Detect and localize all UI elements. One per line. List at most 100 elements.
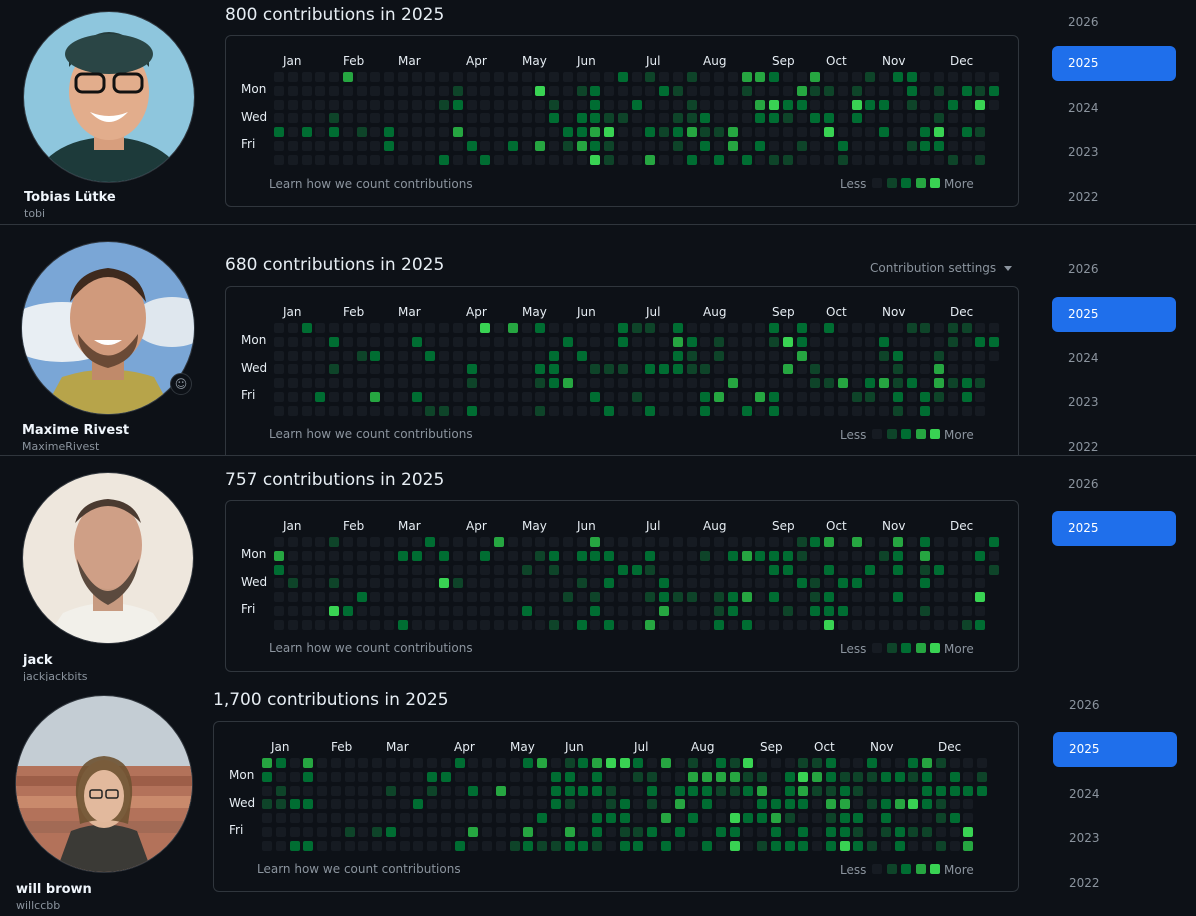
- contribution-day[interactable]: [358, 826, 369, 837]
- contribution-day[interactable]: [837, 127, 848, 137]
- contribution-day[interactable]: [397, 605, 408, 616]
- contribution-day[interactable]: [906, 578, 917, 589]
- contribution-day[interactable]: [757, 826, 767, 837]
- contribution-day[interactable]: [507, 113, 518, 124]
- contribution-day[interactable]: [782, 391, 793, 402]
- contribution-day[interactable]: [837, 336, 848, 347]
- contribution-day[interactable]: [482, 771, 492, 782]
- contribution-day[interactable]: [755, 378, 766, 388]
- contribution-day[interactable]: [466, 550, 477, 561]
- contribution-day[interactable]: [769, 99, 779, 110]
- contribution-day[interactable]: [439, 85, 449, 96]
- contribution-day[interactable]: [741, 72, 752, 82]
- contribution-day[interactable]: [865, 154, 876, 165]
- contribution-day[interactable]: [660, 771, 671, 782]
- contribution-day[interactable]: [521, 592, 532, 602]
- contribution-day[interactable]: [975, 323, 986, 333]
- contribution-day[interactable]: [796, 85, 807, 96]
- contribution-day[interactable]: [769, 72, 779, 82]
- contribution-day[interactable]: [274, 364, 284, 375]
- contribution-day[interactable]: [523, 813, 534, 823]
- contribution-day[interactable]: [549, 605, 559, 616]
- contribution-day[interactable]: [617, 113, 628, 124]
- contribution-day[interactable]: [384, 537, 394, 547]
- contribution-day[interactable]: [262, 840, 272, 851]
- contribution-day[interactable]: [755, 85, 766, 96]
- contribution-day[interactable]: [880, 799, 891, 810]
- contribution-day[interactable]: [549, 140, 559, 151]
- contribution-day[interactable]: [507, 564, 518, 575]
- contribution-day[interactable]: [439, 140, 449, 151]
- contribution-day[interactable]: [659, 364, 669, 375]
- contribution-day[interactable]: [714, 537, 724, 547]
- contribution-day[interactable]: [439, 592, 449, 602]
- contribution-day[interactable]: [452, 154, 463, 165]
- contribution-day[interactable]: [411, 154, 422, 165]
- contribution-day[interactable]: [482, 840, 492, 851]
- contribution-day[interactable]: [576, 391, 587, 402]
- contribution-day[interactable]: [564, 785, 575, 796]
- contribution-day[interactable]: [262, 826, 272, 837]
- contribution-day[interactable]: [303, 813, 314, 823]
- contribution-day[interactable]: [741, 99, 752, 110]
- contribution-day[interactable]: [782, 378, 793, 388]
- contribution-day[interactable]: [824, 323, 834, 333]
- contribution-day[interactable]: [755, 619, 766, 630]
- contribution-day[interactable]: [480, 154, 491, 165]
- contribution-day[interactable]: [934, 85, 944, 96]
- contribution-day[interactable]: [397, 72, 408, 82]
- contribution-day[interactable]: [755, 550, 766, 561]
- contribution-day[interactable]: [659, 154, 669, 165]
- contribution-day[interactable]: [370, 127, 381, 137]
- contribution-day[interactable]: [961, 127, 972, 137]
- contribution-day[interactable]: [494, 127, 504, 137]
- contribution-day[interactable]: [576, 405, 587, 416]
- contribution-day[interactable]: [961, 378, 972, 388]
- contribution-day[interactable]: [796, 578, 807, 589]
- contribution-day[interactable]: [961, 350, 972, 361]
- contribution-day[interactable]: [755, 350, 766, 361]
- contribution-day[interactable]: [688, 826, 699, 837]
- contribution-day[interactable]: [920, 99, 931, 110]
- contribution-day[interactable]: [659, 619, 669, 630]
- contribution-day[interactable]: [480, 364, 491, 375]
- contribution-day[interactable]: [578, 826, 589, 837]
- contribution-day[interactable]: [617, 605, 628, 616]
- year-button[interactable]: 2022: [1068, 440, 1099, 454]
- contribution-day[interactable]: [975, 378, 986, 388]
- contribution-day[interactable]: [411, 605, 422, 616]
- contribution-day[interactable]: [315, 550, 326, 561]
- contribution-day[interactable]: [672, 605, 683, 616]
- contribution-day[interactable]: [906, 405, 917, 416]
- contribution-day[interactable]: [466, 154, 477, 165]
- contribution-day[interactable]: [329, 113, 339, 124]
- year-button[interactable]: 2026: [1068, 15, 1099, 29]
- avatar[interactable]: [24, 12, 194, 182]
- contribution-day[interactable]: [906, 350, 917, 361]
- contribution-day[interactable]: [892, 605, 903, 616]
- contribution-day[interactable]: [605, 813, 616, 823]
- contribution-day[interactable]: [329, 127, 339, 137]
- contribution-day[interactable]: [342, 140, 353, 151]
- contribution-day[interactable]: [452, 578, 463, 589]
- contribution-day[interactable]: [645, 364, 656, 375]
- contribution-day[interactable]: [439, 323, 449, 333]
- contribution-day[interactable]: [425, 605, 436, 616]
- contribution-day[interactable]: [837, 405, 848, 416]
- contribution-day[interactable]: [714, 578, 724, 589]
- contribution-day[interactable]: [576, 378, 587, 388]
- contribution-day[interactable]: [576, 154, 587, 165]
- contribution-day[interactable]: [810, 154, 821, 165]
- contribution-day[interactable]: [549, 619, 559, 630]
- contribution-day[interactable]: [452, 140, 463, 151]
- contribution-day[interactable]: [440, 799, 451, 810]
- contribution-day[interactable]: [672, 391, 683, 402]
- contribution-day[interactable]: [427, 799, 437, 810]
- contribution-day[interactable]: [329, 564, 339, 575]
- contribution-day[interactable]: [851, 140, 862, 151]
- contribution-day[interactable]: [466, 323, 477, 333]
- contribution-day[interactable]: [578, 840, 589, 851]
- contribution-day[interactable]: [384, 127, 394, 137]
- contribution-day[interactable]: [824, 537, 834, 547]
- contribution-day[interactable]: [741, 391, 752, 402]
